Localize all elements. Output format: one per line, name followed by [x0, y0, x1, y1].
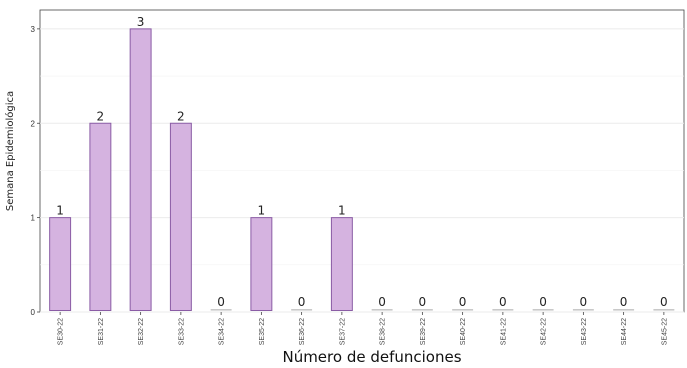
x-tick-label: SE35-22: [259, 318, 266, 345]
data-label: 1: [258, 204, 266, 218]
x-tick-label: SE42-22: [541, 318, 548, 345]
x-tick-label: SE41-22: [500, 318, 507, 345]
x-axis-title: Número de defunciones: [282, 348, 461, 366]
data-labels: 1 2 3 2 0 1 0 1 0 0 0 0 0 0 0 0: [56, 15, 667, 309]
y-axis-title: Semana Epidemiológica: [4, 91, 16, 211]
data-label: 0: [217, 295, 225, 309]
data-label: 0: [499, 295, 507, 309]
x-tick-label: SE37-22: [339, 318, 346, 345]
bar: [371, 309, 393, 311]
x-tick-label: SE33-22: [178, 318, 185, 345]
bar: [129, 28, 152, 311]
data-label: 0: [620, 295, 628, 309]
x-tick-label: SE39-22: [420, 318, 427, 345]
bar: [572, 309, 594, 311]
bar: [49, 217, 72, 311]
y-tick-label: 0: [31, 308, 36, 317]
x-tick-label: SE30-22: [58, 318, 65, 345]
bar: [613, 309, 635, 311]
x-tick-label: SE44-22: [621, 318, 628, 345]
y-tick-label: 1: [31, 214, 36, 223]
data-label: 1: [56, 204, 64, 218]
data-label: 0: [459, 295, 467, 309]
bars: [49, 28, 675, 311]
data-label: 3: [137, 15, 145, 29]
bar: [250, 217, 273, 311]
bar: [291, 309, 313, 311]
data-label: 2: [97, 109, 105, 123]
x-tick-label: SE45-22: [661, 318, 668, 345]
bar: [169, 122, 192, 311]
x-tick-label: SE31-22: [98, 318, 105, 345]
x-tick-label: SE34-22: [219, 318, 226, 345]
bar: [330, 217, 353, 311]
data-label: 2: [177, 109, 185, 123]
x-tick-label: SE43-22: [581, 318, 588, 345]
data-label: 0: [660, 295, 668, 309]
bar: [89, 122, 112, 311]
x-tick-label: SE40-22: [460, 318, 467, 345]
data-label: 1: [338, 204, 346, 218]
bar: [532, 309, 554, 311]
x-tick-label: SE36-22: [299, 318, 306, 345]
data-label: 0: [298, 295, 306, 309]
x-tick-label: SE32-22: [138, 318, 145, 345]
bar: [210, 309, 232, 311]
x-tick-label: SE38-22: [380, 318, 387, 345]
bar: [411, 309, 433, 311]
y-tick-label: 3: [31, 25, 36, 34]
axes: 0 1 2 3 SE30-22 SE31-22 SE32-22 SE33-22 SE34-22 S…: [31, 25, 669, 345]
data-label: 0: [539, 295, 547, 309]
bar: [492, 309, 514, 311]
data-label: 0: [378, 295, 386, 309]
data-label: 0: [419, 295, 427, 309]
bar: [452, 309, 474, 311]
bar: [653, 309, 675, 311]
y-tick-label: 2: [31, 119, 36, 128]
data-label: 0: [580, 295, 588, 309]
